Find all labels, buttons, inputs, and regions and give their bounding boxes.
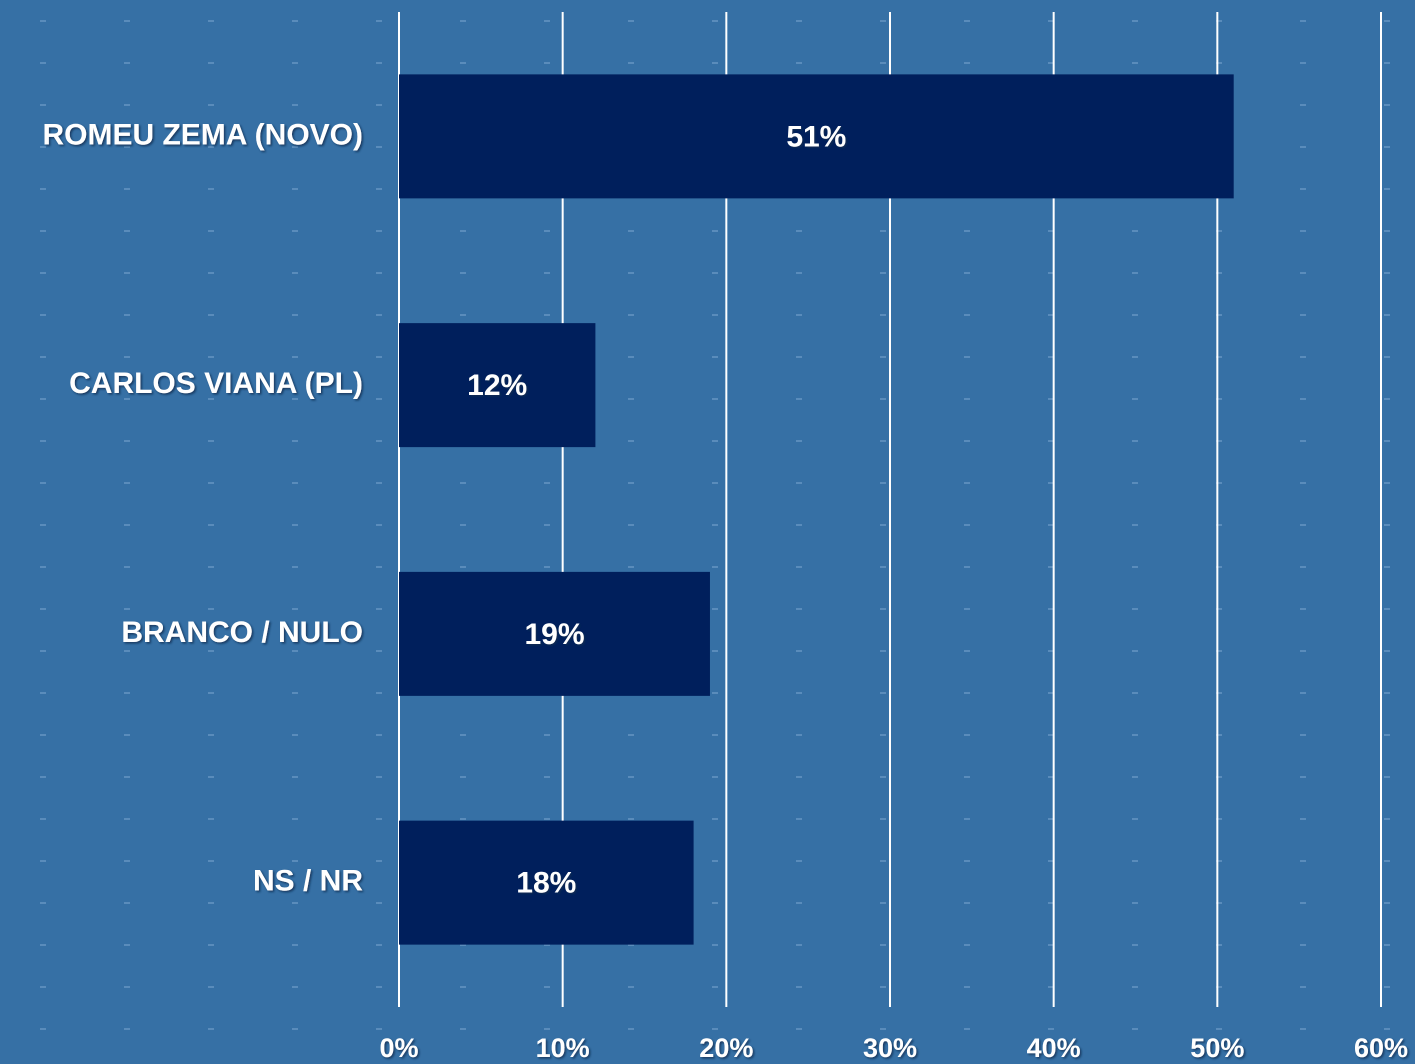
x-tick-label: 40% [1027, 1033, 1081, 1063]
x-tick-label: 0% [379, 1033, 418, 1063]
bar [399, 820, 694, 945]
y-tick-label: NS / NR [253, 865, 363, 898]
data-label: 18% [516, 867, 576, 900]
x-tick-label: 60% [1354, 1033, 1408, 1063]
x-tick-label: 20% [699, 1033, 753, 1063]
bar [399, 571, 710, 696]
y-tick-label: ROMEU ZEMA (NOVO) [42, 118, 363, 151]
y-tick-label: BRANCO / NULO [121, 616, 363, 649]
x-tick-label: 50% [1190, 1033, 1244, 1063]
y-tick-label: CARLOS VIANA (PL) [69, 367, 363, 400]
data-label: 19% [524, 618, 584, 651]
data-label: 51% [786, 120, 846, 153]
data-label: 12% [467, 369, 527, 402]
x-tick-label: 30% [863, 1033, 917, 1063]
bar [399, 74, 1234, 199]
bar [399, 323, 596, 448]
x-tick-label: 10% [536, 1033, 590, 1063]
